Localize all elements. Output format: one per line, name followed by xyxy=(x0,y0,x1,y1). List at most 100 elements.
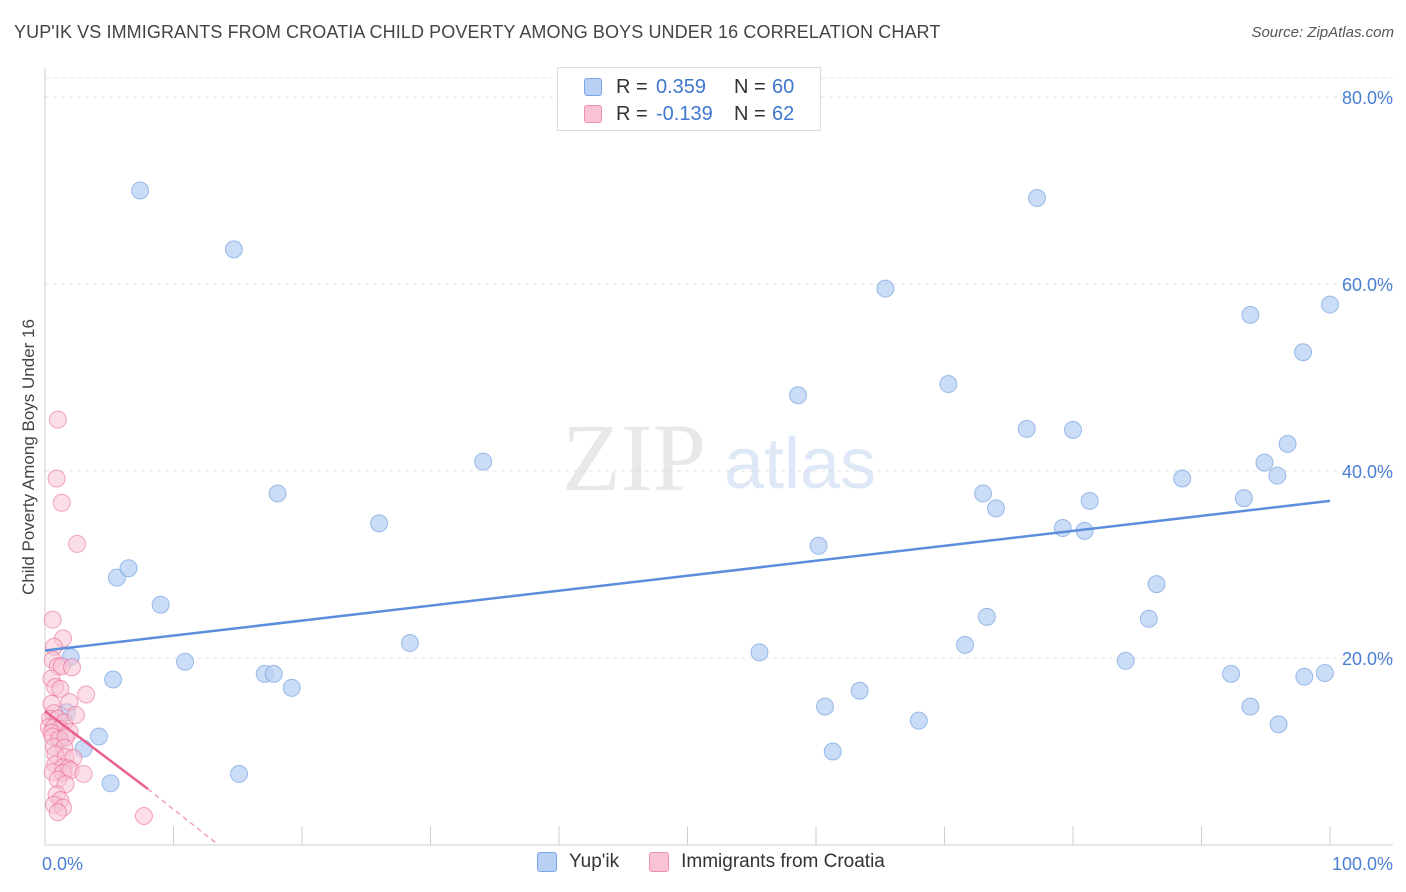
point-croatia xyxy=(68,534,87,553)
point-yupik xyxy=(815,697,834,716)
legend-swatch-croatia xyxy=(649,852,670,872)
n-value: 62 xyxy=(772,102,795,125)
point-yupik xyxy=(789,386,808,405)
legend-swatch-yupik xyxy=(584,78,602,96)
point-yupik xyxy=(1315,663,1334,682)
point-yupik xyxy=(876,279,895,298)
point-yupik xyxy=(1116,651,1135,670)
point-yupik xyxy=(1241,305,1260,324)
point-yupik xyxy=(370,514,389,533)
point-yupik xyxy=(974,484,993,503)
point-yupik xyxy=(1173,469,1192,488)
series-croatia-points xyxy=(39,410,153,826)
point-yupik xyxy=(101,774,120,793)
point-yupik xyxy=(1295,667,1314,686)
y-tick-label: 80.0% xyxy=(1342,88,1393,108)
legend-item-yupik[interactable]: Yup'ik xyxy=(537,851,619,873)
point-croatia xyxy=(47,469,66,488)
point-yupik xyxy=(1269,715,1288,734)
trend-line-croatia xyxy=(44,710,149,790)
point-yupik xyxy=(1028,188,1047,207)
point-croatia xyxy=(77,685,96,704)
legend-label-croatia: Immigrants from Croatia xyxy=(681,851,885,872)
n-label: N = xyxy=(734,75,766,98)
legend-row-yupik: R = 0.359 N = 60 xyxy=(584,74,794,100)
source-credit: Source: ZipAtlas.com xyxy=(1251,24,1394,41)
r-label: R = xyxy=(616,102,648,125)
r-value: 0.359 xyxy=(656,75,707,98)
point-yupik xyxy=(264,664,283,683)
legend-row-croatia: R = -0.139 N = 62 xyxy=(584,101,794,127)
point-yupik xyxy=(750,643,769,662)
point-yupik xyxy=(809,536,828,555)
point-yupik xyxy=(89,727,108,746)
n-value: 60 xyxy=(772,75,795,98)
point-yupik xyxy=(151,595,170,614)
watermark-atlas: atlas xyxy=(724,424,876,504)
point-yupik xyxy=(1139,609,1158,628)
point-yupik xyxy=(131,181,150,200)
trend-line-croatia-extension xyxy=(147,788,219,846)
axes xyxy=(44,68,1393,846)
series-legend: Yup'ik Immigrants from Croatia xyxy=(537,851,915,873)
point-yupik xyxy=(850,681,869,700)
point-croatia xyxy=(48,410,67,429)
point-yupik xyxy=(1017,419,1036,438)
y-tick-label: 40.0% xyxy=(1342,462,1393,482)
point-yupik xyxy=(1268,466,1287,485)
point-yupik xyxy=(1278,434,1297,453)
point-yupik xyxy=(1222,664,1241,683)
point-croatia xyxy=(134,807,153,826)
y-axis-title: Child Poverty Among Boys Under 16 xyxy=(19,319,38,595)
point-yupik xyxy=(986,499,1005,518)
stats-legend: R = 0.359 N = 60 R = -0.139 N = 62 xyxy=(557,67,821,131)
point-yupik xyxy=(400,634,419,653)
point-yupik xyxy=(230,764,249,783)
n-label: N = xyxy=(734,102,766,125)
point-yupik xyxy=(474,452,493,471)
legend-swatch-yupik xyxy=(537,852,557,872)
point-croatia xyxy=(74,764,93,783)
point-yupik xyxy=(1080,491,1099,510)
point-yupik xyxy=(1255,453,1274,472)
point-yupik xyxy=(104,670,123,689)
point-yupik xyxy=(956,635,975,654)
series-yupik-points xyxy=(51,181,1339,793)
legend-label-yupik: Yup'ik xyxy=(569,851,620,872)
r-label: R = xyxy=(616,75,648,98)
y-tick-label: 60.0% xyxy=(1342,275,1393,295)
point-yupik xyxy=(119,559,138,578)
point-yupik xyxy=(268,484,287,503)
x-tick-label-min: 0.0% xyxy=(42,854,83,874)
point-croatia xyxy=(52,493,71,512)
point-yupik xyxy=(939,375,958,394)
point-croatia xyxy=(48,803,67,822)
trend-line-yupik xyxy=(44,499,1331,652)
point-yupik xyxy=(909,711,928,730)
y-tick-label: 20.0% xyxy=(1342,649,1393,669)
point-yupik xyxy=(1147,575,1166,594)
point-croatia xyxy=(51,679,70,698)
point-yupik xyxy=(823,742,842,761)
r-value: -0.139 xyxy=(656,102,713,125)
watermark: ZIP atlas xyxy=(562,404,876,511)
tick-labels: 20.0% 40.0% 60.0% 80.0% 0.0% 100.0% xyxy=(42,88,1393,874)
point-yupik xyxy=(1241,697,1260,716)
legend-swatch-croatia xyxy=(584,105,602,123)
point-yupik xyxy=(1294,343,1313,362)
watermark-zip: ZIP xyxy=(562,404,706,511)
chart-title: YUP'IK VS IMMIGRANTS FROM CROATIA CHILD … xyxy=(14,22,941,42)
point-yupik xyxy=(1064,420,1082,439)
point-croatia xyxy=(43,610,62,629)
point-yupik xyxy=(977,607,996,626)
point-yupik xyxy=(176,652,195,671)
point-yupik xyxy=(282,678,301,697)
point-yupik xyxy=(1321,295,1339,314)
x-tick-label-max: 100.0% xyxy=(1332,854,1393,874)
point-yupik xyxy=(224,240,243,259)
point-croatia xyxy=(66,706,85,725)
trend-lines xyxy=(44,499,1331,846)
point-croatia xyxy=(62,658,81,677)
legend-item-croatia[interactable]: Immigrants from Croatia xyxy=(649,851,885,873)
